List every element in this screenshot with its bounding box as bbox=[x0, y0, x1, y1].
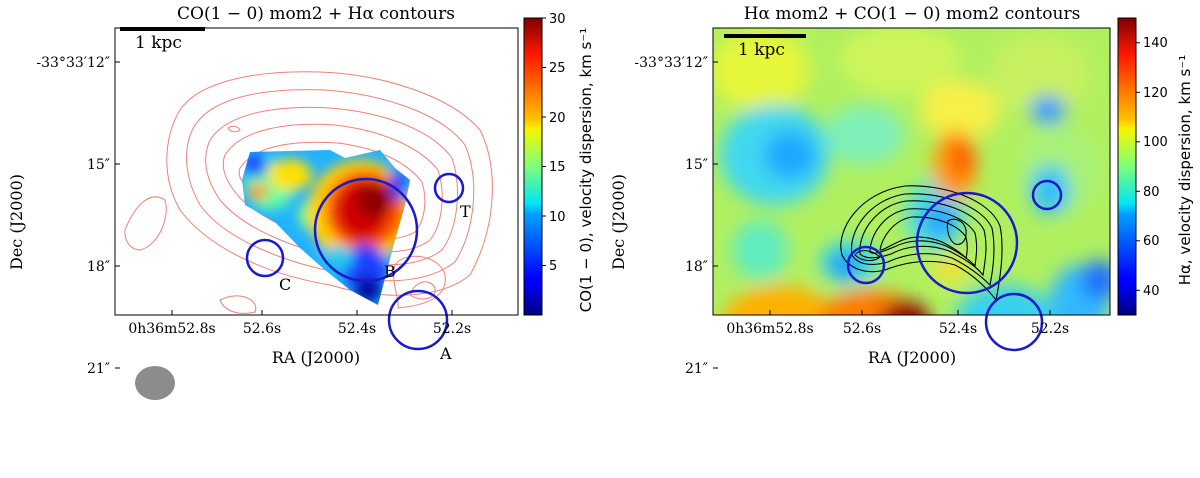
left-scalebar-label: 1 kpc bbox=[135, 33, 182, 53]
left-ytick-0: -33°33′12″ bbox=[36, 55, 110, 71]
aperture-label-t: T bbox=[460, 202, 471, 221]
right-title: Hα mom2 + CO(1 − 0) mom2 contours bbox=[744, 4, 1081, 24]
right-cbar-tick-120: 120 bbox=[1143, 86, 1168, 101]
right-halpha-heatmap bbox=[713, 28, 1110, 315]
left-xlabel: RA (J2000) bbox=[272, 348, 360, 367]
right-cbar-tick-80: 80 bbox=[1143, 185, 1160, 200]
right-xtick-1: 52.6s bbox=[843, 321, 881, 337]
left-ytick-2: 18″ bbox=[87, 259, 110, 275]
aperture-b bbox=[313, 177, 419, 283]
aperture-label-b: B bbox=[384, 262, 396, 281]
right-co-contours bbox=[840, 185, 1003, 302]
left-cbar-tick-20: 20 bbox=[549, 111, 566, 126]
right-xtick-2: 52.4s bbox=[939, 321, 977, 337]
right-apertures bbox=[846, 179, 1063, 352]
right-scalebar-label: 1 kpc bbox=[738, 40, 785, 60]
left-cbar-tick-10: 10 bbox=[549, 210, 566, 225]
left-colorbar bbox=[523, 17, 543, 316]
aperture-label-c: C bbox=[279, 275, 291, 294]
right-cbar-tick-40: 40 bbox=[1143, 284, 1160, 299]
right-colorbar bbox=[1117, 17, 1137, 316]
left-cbar-tick-15: 15 bbox=[549, 160, 566, 175]
left-ytick-1: 15″ bbox=[87, 157, 110, 173]
right-xtick-0: 0h36m52.8s bbox=[726, 321, 813, 337]
aperture-label-a: A bbox=[439, 344, 452, 363]
left-cbar-tick-5: 5 bbox=[549, 259, 557, 274]
left-xtick-1: 52.6s bbox=[243, 321, 281, 337]
right-cbar-tick-140: 140 bbox=[1143, 36, 1168, 51]
right-ylabel: Dec (J2000) bbox=[609, 174, 628, 270]
right-colorbar-label: Hα, velocity dispersion, km s⁻¹ bbox=[1176, 55, 1194, 286]
left-ylabel: Dec (J2000) bbox=[7, 174, 26, 270]
right-cbar-tick-100: 100 bbox=[1143, 135, 1168, 150]
right-aperture-t bbox=[1031, 179, 1063, 211]
aperture-a bbox=[387, 289, 449, 351]
left-colorbar-label: CO(1 − 0), velocity dispersion, km s⁻¹ bbox=[577, 28, 595, 313]
right-ytick-2: 18″ bbox=[685, 259, 708, 275]
right-aperture-a bbox=[984, 292, 1044, 352]
right-panel: Hα mom2 + CO(1 − 0) mom2 contours bbox=[634, 4, 1194, 377]
left-halpha-contours bbox=[124, 71, 493, 314]
aperture-c bbox=[245, 238, 285, 278]
right-cbar-tick-60: 60 bbox=[1143, 234, 1160, 249]
right-xtick-3: 52.2s bbox=[1031, 321, 1069, 337]
left-panel: CO(1 − 0) mom2 + Hα contours bbox=[7, 4, 595, 400]
left-xtick-0: 0h36m52.8s bbox=[128, 321, 215, 337]
left-xtick-2: 52.4s bbox=[338, 321, 376, 337]
left-xtick-3: 52.2s bbox=[433, 321, 471, 337]
beam-ellipse bbox=[135, 366, 175, 400]
left-ytick-3: 21″ bbox=[87, 361, 110, 377]
aperture-t bbox=[433, 172, 465, 204]
right-ytick-3: 21″ bbox=[685, 361, 708, 377]
right-xlabel: RA (J2000) bbox=[868, 348, 956, 367]
left-cbar-tick-30: 30 bbox=[549, 12, 566, 27]
left-cbar-tick-25: 25 bbox=[549, 61, 566, 76]
right-ytick-1: 15″ bbox=[685, 157, 708, 173]
left-apertures bbox=[245, 172, 465, 351]
right-ytick-0: -33°33′12″ bbox=[634, 55, 708, 71]
left-title: CO(1 − 0) mom2 + Hα contours bbox=[177, 4, 455, 24]
right-aperture-c bbox=[846, 245, 886, 285]
right-aperture-b bbox=[915, 191, 1019, 295]
